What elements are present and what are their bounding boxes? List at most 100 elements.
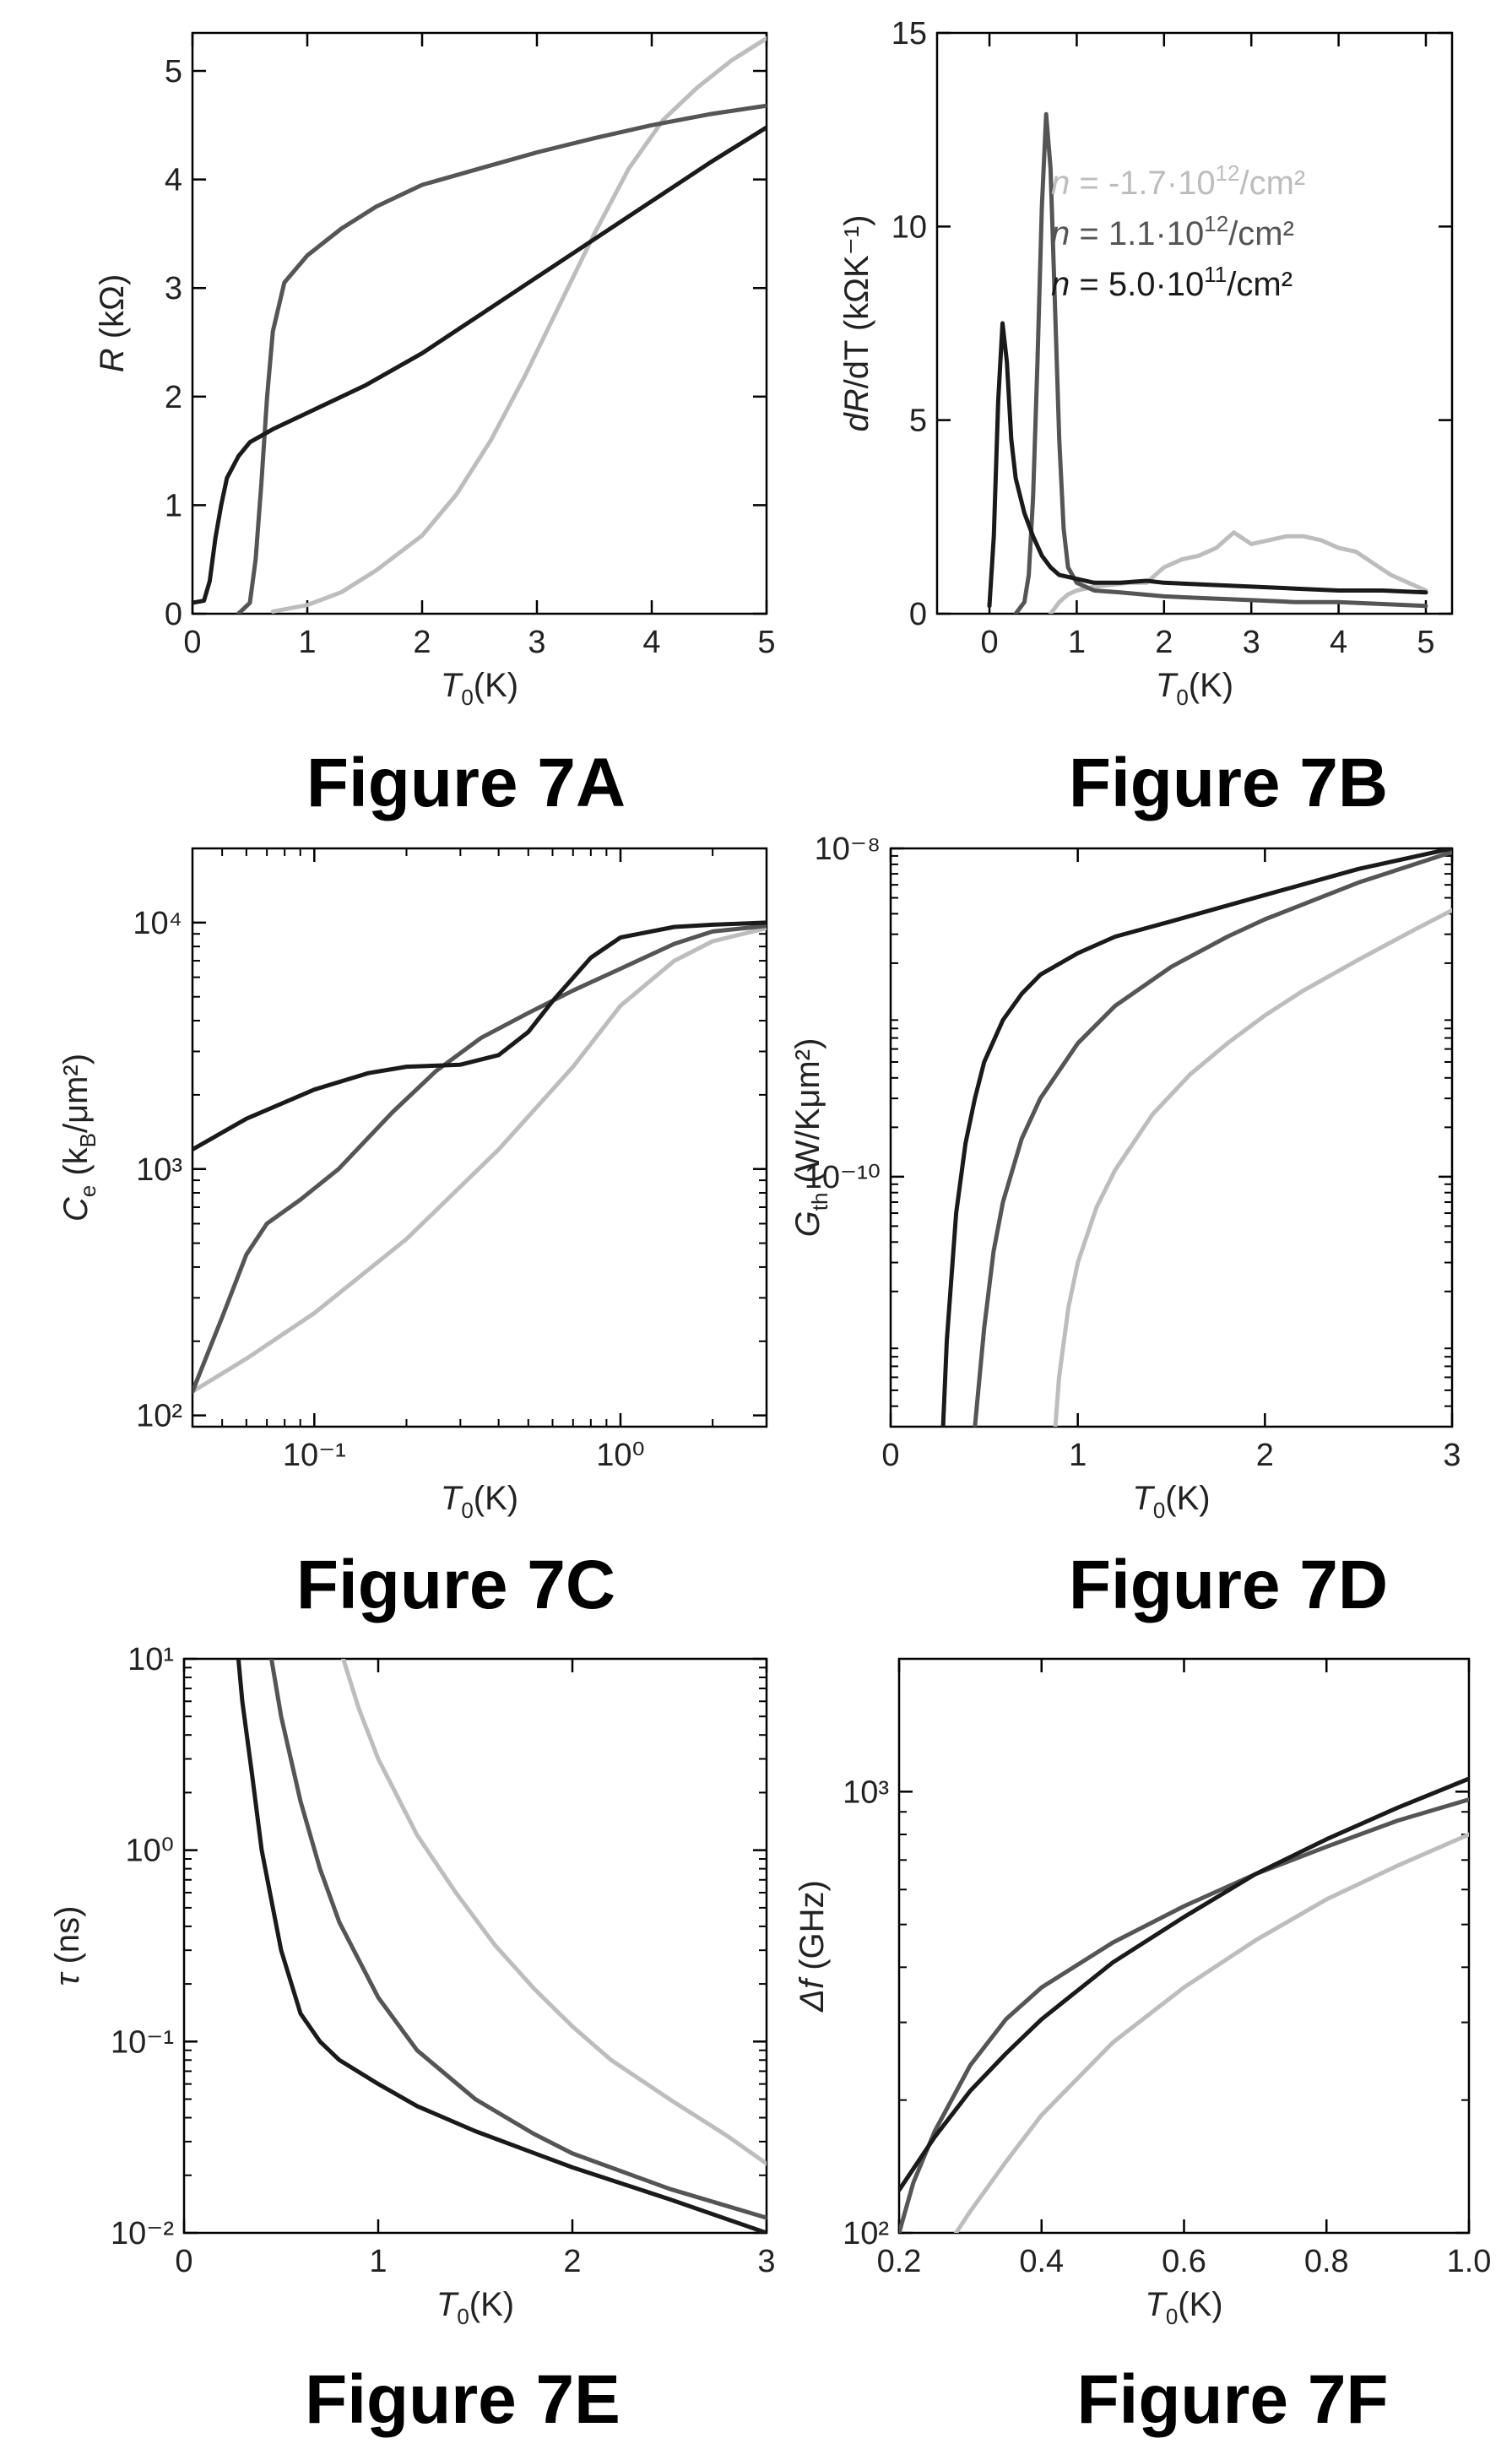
figure-caption: Figure 7E <box>305 2361 621 2438</box>
x-tick-label: 5 <box>757 625 775 660</box>
y-axis-label: Gth (W/Kμm²) <box>789 1038 832 1238</box>
x-axis-label: T0(K) <box>441 1480 518 1523</box>
plot-frame <box>182 1657 768 2235</box>
y-axis-label: R (kΩ) <box>94 274 131 373</box>
y-tick-label: 0 <box>165 597 182 632</box>
legend-entry: n = 1.1·1012/cm² <box>1051 211 1294 252</box>
y-axis-label-unit: (ns) <box>49 1906 86 1974</box>
y-axis-label-sub: e <box>75 1185 100 1197</box>
x-tick-label: 1 <box>369 2244 387 2279</box>
y-axis-label-unit-sub: B <box>75 1133 100 1147</box>
legend-unit: /cm² <box>1227 266 1293 303</box>
series-line-black <box>940 848 1452 1427</box>
series-line-black <box>192 125 767 605</box>
x-tick-label: 3 <box>528 625 545 660</box>
series-line-dark-gray <box>269 1659 767 2220</box>
x-axis-label: T0(K) <box>1145 2286 1222 2329</box>
x-tick-label: 0.6 <box>1162 2244 1206 2279</box>
x-axis-label-sub: 0 <box>457 2304 469 2329</box>
x-tick-label: 1 <box>1069 1438 1087 1473</box>
legend-unit: /cm² <box>1228 215 1294 252</box>
series-line-light-gray <box>954 1832 1469 2233</box>
y-tick-label: 10⁻⁸ <box>815 832 881 867</box>
x-axis-label-sub: 0 <box>1153 1498 1165 1523</box>
series-line-light-gray <box>1053 908 1452 1427</box>
x-tick-label: 4 <box>642 625 660 660</box>
series-line-dark-gray <box>192 924 767 1394</box>
y-axis-label-var: dR <box>838 388 875 431</box>
x-axis-label-unit: (K) <box>474 667 518 704</box>
figure-caption: Figure 7A <box>306 745 626 821</box>
plot-frame <box>935 31 1454 615</box>
y-axis-label-unit: (W/Kμm²) <box>789 1038 826 1193</box>
series-line-black <box>987 321 1428 609</box>
legend-value: = 1.1·10 <box>1070 215 1204 252</box>
legend-unit: /cm² <box>1240 165 1306 202</box>
y-tick-label: 10¹ <box>127 1642 174 1677</box>
series-line-dark-gray <box>899 1797 1469 2233</box>
x-axis-label: T0(K) <box>436 2286 514 2329</box>
y-tick-label: 3 <box>165 271 182 306</box>
legend-var: n <box>1051 165 1070 202</box>
x-axis-label-var: T <box>1156 667 1179 704</box>
x-axis-label: T0(K) <box>1132 1480 1210 1523</box>
x-axis-label-unit: (K) <box>474 1480 518 1517</box>
y-tick-label: 10⁴ <box>133 906 182 941</box>
figure-caption: Figure 7B <box>1069 745 1388 821</box>
y-axis-label-var: Δf <box>794 1976 831 2013</box>
y-axis-label: dR/dT (kΩK⁻¹) <box>838 215 875 432</box>
x-tick-label: 2 <box>563 2244 581 2279</box>
x-tick-label: 0.8 <box>1304 2244 1349 2279</box>
y-axis-label: Ce (kB/μm²) <box>57 1054 100 1222</box>
legend-exp: 12 <box>1216 160 1240 186</box>
y-axis-label-var: G <box>789 1211 826 1237</box>
x-tick-label: 1 <box>1068 625 1086 660</box>
legend-value: = -1.7·10 <box>1070 165 1215 202</box>
series-line-black <box>899 1776 1469 2192</box>
x-axis-label-unit: (K) <box>1165 1480 1210 1517</box>
y-axis-label-unit: /dT (kΩK⁻¹) <box>838 215 875 389</box>
y-axis-label-var: C <box>57 1196 95 1222</box>
legend-entry: n = 5.0·1011/cm² <box>1051 262 1293 303</box>
plot-frame <box>191 31 768 615</box>
panel-c: 10⁻¹ 10⁰ 10² 10³ 10⁴ T0(K) Ce (kB/μm²) Figure 7… <box>57 847 768 1623</box>
figure-caption: Figure 7C <box>296 1547 615 1623</box>
y-tick-label: 10 <box>891 209 927 245</box>
series-line-black <box>236 1659 767 2233</box>
x-axis-label-var: T <box>441 667 463 704</box>
x-axis-label-sub: 0 <box>461 1498 473 1523</box>
y-tick-label: 4 <box>165 163 182 198</box>
x-tick-label: 0 <box>183 625 201 660</box>
legend-var: n <box>1051 266 1070 303</box>
plot-frame <box>897 1657 1471 2235</box>
y-tick-label: 5 <box>909 404 927 439</box>
x-tick-label: 1 <box>298 625 316 660</box>
y-tick-label: 0 <box>909 597 927 632</box>
x-tick-label: 0 <box>881 1438 899 1473</box>
y-tick-label: 10⁰ <box>125 1834 174 1869</box>
series-line-dark-gray <box>236 103 767 614</box>
y-axis-label: Δf (GHz) <box>794 1880 831 2013</box>
x-axis-label-var: T <box>1145 2286 1168 2323</box>
x-tick-label: 0 <box>175 2244 192 2279</box>
series-line-black <box>192 920 767 1152</box>
x-tick-label: 3 <box>757 2244 775 2279</box>
x-tick-label: 0.2 <box>877 2244 922 2279</box>
y-tick-label: 1 <box>165 488 182 523</box>
x-tick-label: 2 <box>1155 625 1173 660</box>
x-tick-label: 0 <box>980 625 998 660</box>
y-axis-label-unit: (GHz) <box>794 1880 831 1980</box>
series-line-light-gray <box>192 925 767 1394</box>
x-axis-label-sub: 0 <box>1166 2304 1178 2329</box>
y-tick-label: 5 <box>165 54 182 89</box>
figure-caption: Figure 7F <box>1076 2361 1388 2438</box>
y-axis-label-unit-tail: /μm²) <box>57 1054 95 1133</box>
y-axis-label-sub: th <box>807 1193 832 1211</box>
x-tick-label: 3 <box>1243 625 1260 660</box>
y-axis-label-var: τ <box>49 1970 86 1986</box>
y-axis-label-var: R <box>94 348 131 372</box>
